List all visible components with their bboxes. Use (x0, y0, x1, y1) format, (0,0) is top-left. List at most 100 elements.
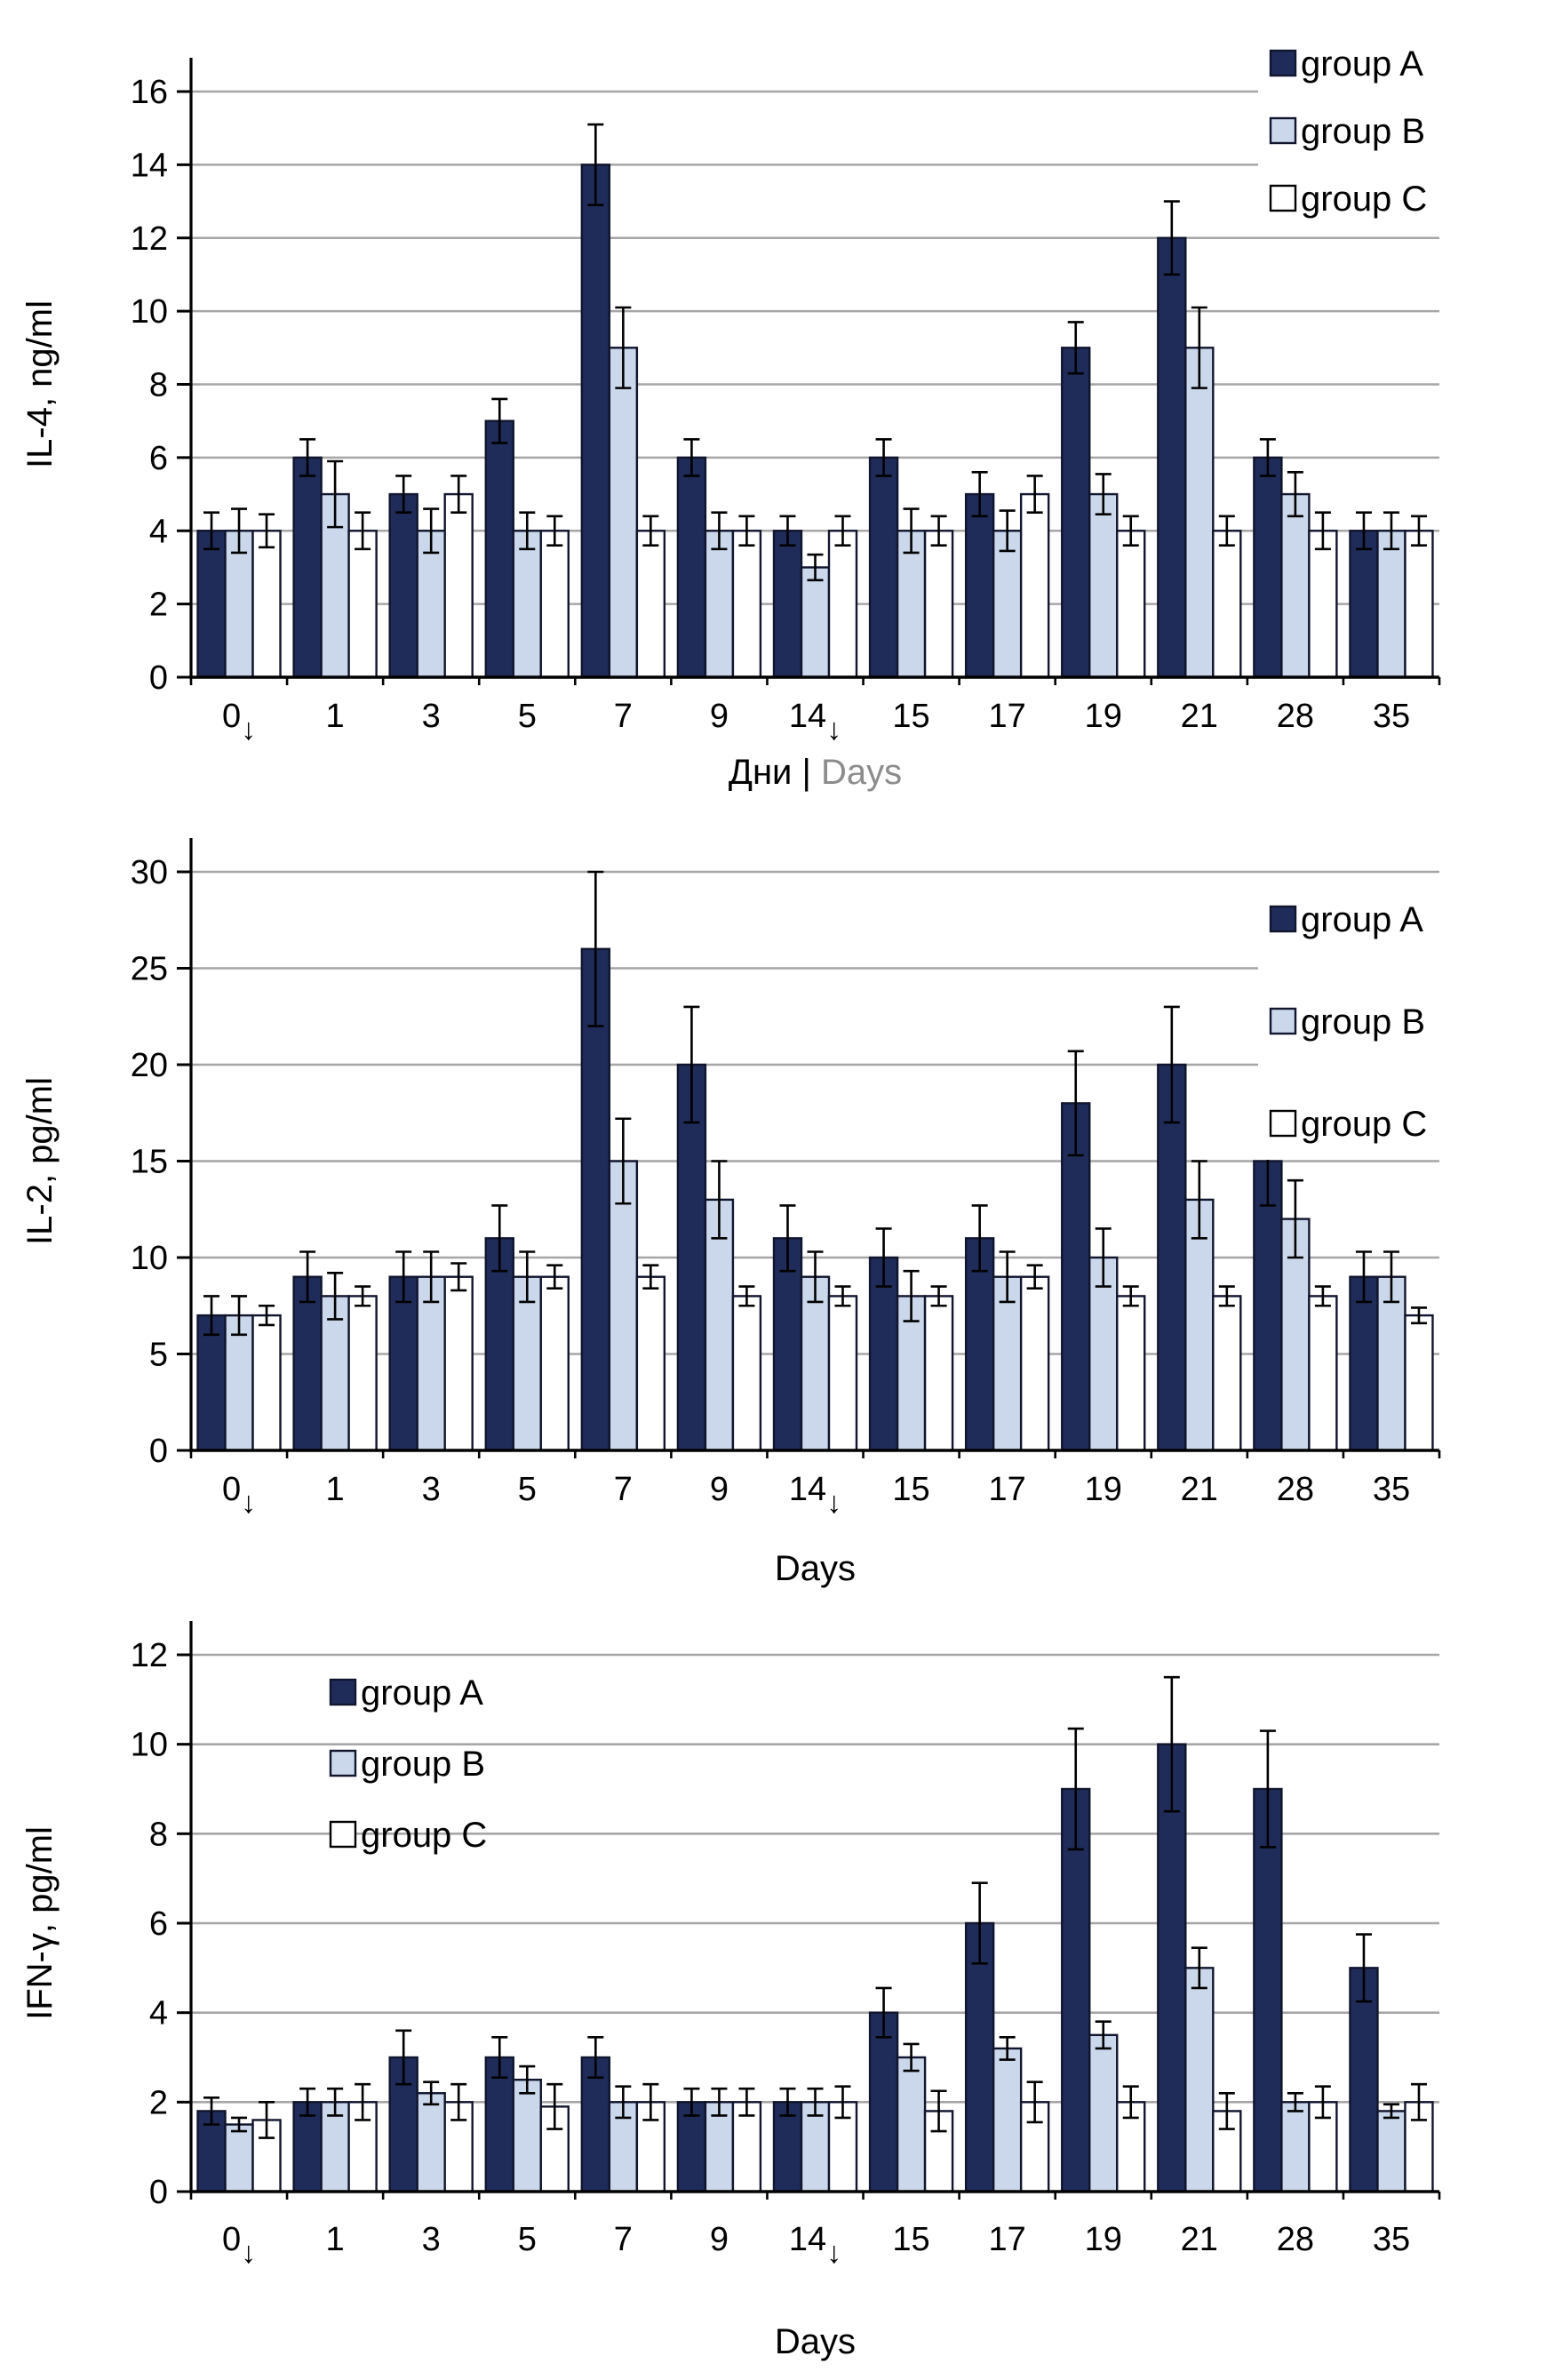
x-tick-label: 19 (1085, 1471, 1122, 1508)
bar-group-C (443, 1275, 474, 1452)
bar-group-C (731, 2101, 762, 2193)
bar-group-A (484, 419, 514, 679)
bar-group-B (1376, 2110, 1407, 2193)
y-tick-label: 25 (131, 951, 168, 988)
bar-group-A (580, 164, 611, 679)
y-tick-label: 8 (149, 1816, 168, 1853)
bar-group-B (1184, 347, 1215, 679)
bar-group-C (443, 492, 474, 679)
bar-group-B (896, 2056, 927, 2193)
x-tick-label: 19 (1085, 698, 1122, 735)
y-tick-label: 2 (149, 2084, 168, 2121)
x-tick-label: 17 (989, 698, 1026, 735)
x-tick-label: 7 (614, 698, 633, 735)
x-tick-label: 19 (1085, 2221, 1122, 2258)
y-tick-label: 12 (131, 220, 168, 258)
x-tick-label: 0↓ (222, 2221, 256, 2270)
bar-group-A (1349, 530, 1379, 679)
bar-group-C (635, 530, 666, 679)
x-tick-label: 35 (1373, 1471, 1410, 1508)
y-tick-label: 8 (149, 367, 168, 404)
bar-group-C (731, 530, 762, 679)
x-tick-label: 0↓ (222, 698, 256, 747)
bar-group-C (347, 1295, 378, 1452)
legend-marker (1269, 49, 1297, 77)
y-tick-label: 5 (149, 1337, 168, 1374)
bar-group-B (992, 2047, 1023, 2193)
bar-group-C (1019, 492, 1050, 679)
bar-group-C (1308, 1295, 1338, 1452)
x-tick-label: 5 (518, 1471, 537, 1508)
bar-group-B (512, 530, 542, 679)
x-tick-label: 1 (326, 698, 345, 735)
x-tick-label: 5 (518, 698, 537, 735)
y-tick-label: 0 (149, 659, 168, 697)
legend-label: group B (1301, 112, 1425, 151)
bar-group-B (416, 2092, 446, 2193)
bar-group-C (1404, 1314, 1434, 1452)
x-tick-label: 35 (1373, 2221, 1410, 2258)
x-tick-label: 9 (710, 2221, 729, 2258)
x-tick-label: 21 (1181, 1471, 1218, 1508)
x-tick-label: 15 (892, 2221, 929, 2258)
y-tick-label: 4 (149, 513, 168, 550)
bar-group-A (964, 492, 995, 679)
legend-marker (329, 1749, 357, 1777)
y-axis-title: IFN-γ, pg/ml (20, 1826, 60, 2020)
x-axis-title: Days (775, 2322, 856, 2361)
x-tick-label: 3 (422, 2221, 441, 2258)
bar-group-C (1019, 1275, 1050, 1452)
y-tick-label: 14 (131, 147, 168, 184)
bar-group-B (512, 1275, 542, 1452)
legend-label: group B (1301, 1002, 1425, 1042)
bar-group-B (1088, 492, 1119, 679)
bar-group-C (251, 1314, 282, 1452)
bar-group-B (416, 1275, 446, 1452)
legend-label: group A (1301, 900, 1423, 939)
bar-group-A (772, 530, 803, 679)
y-tick-label: 12 (131, 1637, 168, 1674)
y-tick-label: 10 (131, 1727, 168, 1764)
bar-group-A (868, 2011, 899, 2193)
bar-group-A (772, 1237, 803, 1452)
bar-group-A (292, 2101, 323, 2193)
bar-group-A (1061, 1787, 1091, 2193)
legend-marker (1269, 116, 1297, 145)
legend-marker (1269, 905, 1297, 933)
bar-group-A (1157, 236, 1187, 679)
y-tick-label: 20 (131, 1047, 168, 1084)
bar-group-B (704, 530, 735, 679)
x-tick-label: 21 (1181, 698, 1218, 735)
bar-group-C (923, 530, 954, 679)
bar-group-C (731, 1295, 762, 1452)
bar-group-C (1212, 530, 1242, 679)
bar-group-B (320, 2101, 350, 2193)
x-tick-label: 7 (614, 2221, 633, 2258)
bar-group-B (416, 530, 446, 679)
y-tick-label: 6 (149, 1905, 168, 1943)
x-tick-label: 1 (326, 2221, 345, 2258)
legend-label: group B (361, 1745, 485, 1784)
bar-group-C (1308, 530, 1338, 679)
bar-group-B (512, 2078, 542, 2193)
y-tick-label: 30 (131, 854, 168, 891)
bar-group-A (1253, 456, 1283, 679)
x-axis-title: Days (775, 1549, 856, 1588)
legend-marker (1269, 184, 1297, 212)
bar-group-A (1349, 1967, 1379, 2193)
bar-group-B (1376, 530, 1407, 679)
legend-marker (1269, 1007, 1297, 1035)
y-tick-label: 0 (149, 1433, 168, 1470)
x-tick-label: 9 (710, 698, 729, 735)
y-tick-label: 16 (131, 74, 168, 111)
x-tick-label: 3 (422, 698, 441, 735)
x-tick-label: 35 (1373, 698, 1410, 735)
x-tick-label: 14↓ (789, 2221, 841, 2270)
x-tick-label: 7 (614, 1471, 633, 1508)
x-tick-label: 17 (989, 1471, 1026, 1508)
y-tick-label: 0 (149, 2174, 168, 2211)
bar-group-A (1061, 1102, 1091, 1452)
